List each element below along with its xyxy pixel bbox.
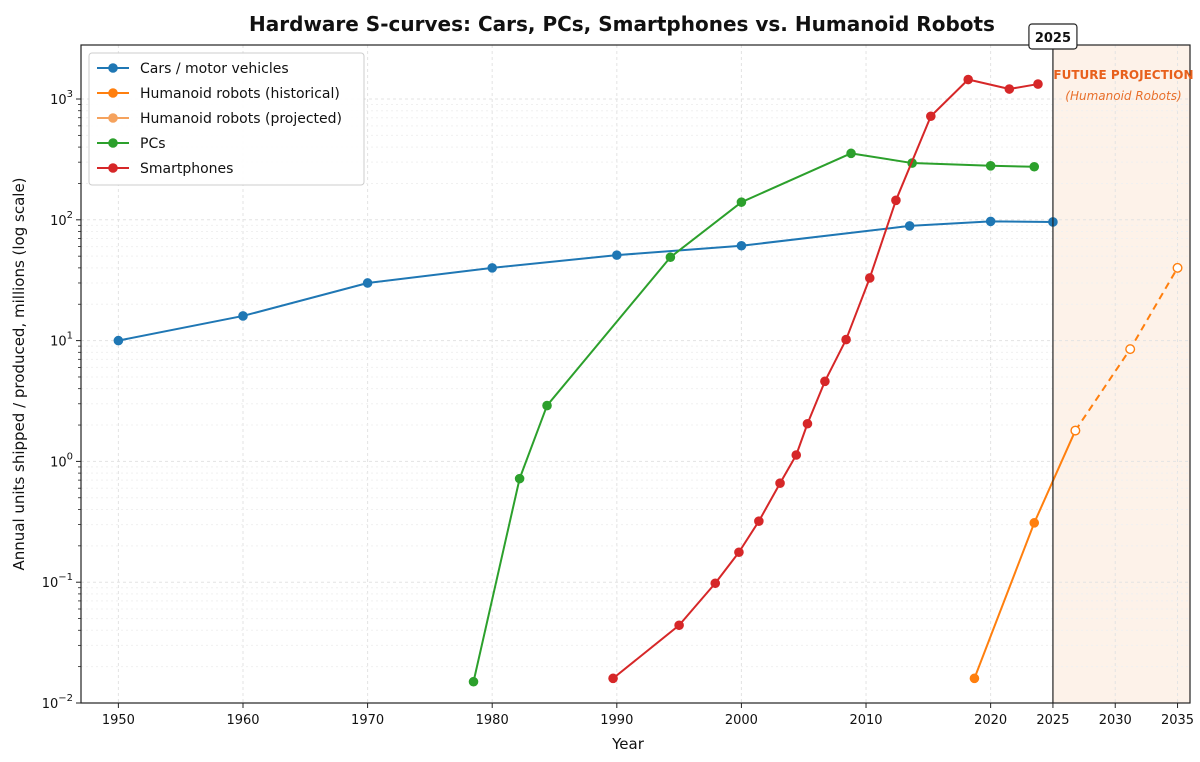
series-0-point-5 [736,240,747,251]
series-2-point-1 [1125,344,1136,355]
series-1-point-0 [969,673,980,684]
future-projection-title: FUTURE PROJECTION [1053,68,1193,82]
series-4 [608,74,1043,684]
series-4-point-2 [710,578,721,589]
series-3-point-0 [468,676,479,687]
legend-swatch-marker-0 [108,63,118,73]
x-tick-label-10: 2035 [1161,713,1194,728]
series-4-point-1 [674,620,684,631]
series-4-point-15 [1033,79,1043,89]
x-tick-label-6: 2010 [849,713,882,728]
series-0-point-4 [612,250,622,260]
series-0-point-6 [904,221,915,231]
y-tick-label-0: 10−2 [42,693,73,712]
series-line-3 [472,152,1035,682]
series-0-point-2 [362,278,373,288]
legend-box [88,52,365,186]
series-3-point-7 [985,160,996,171]
x-tick-label-1: 1960 [226,713,259,728]
series-4-point-5 [775,478,785,489]
y-tick-label-3: 101 [50,331,73,350]
x-axis-label: Year [611,735,645,753]
series-4-point-14 [1004,84,1015,94]
y-axis-ticks: 10−2 10−1 100 101 102 103 [42,89,81,712]
legend-swatch-marker-1 [108,88,118,98]
series-4-point-3 [734,547,744,558]
series-4-point-10 [864,273,875,283]
plot-frame [80,44,1191,704]
series-1-point-1 [1029,518,1040,528]
x-tick-label-2: 1970 [351,713,384,728]
series-3-point-2 [542,400,552,411]
legend-label-4: Smartphones [140,161,233,177]
series-line-0 [118,220,1053,342]
y-tick-label-2: 100 [50,451,73,470]
series-4-point-8 [820,376,830,387]
series-4-point-0 [608,673,618,684]
series-0 [113,216,1058,346]
series-3-point-1 [514,473,525,484]
y-tick-label-1: 10−1 [42,572,73,591]
series-3-point-3 [665,252,676,263]
series-2-point-0 [1070,425,1081,436]
legend-label-1: Humanoid robots (historical) [140,86,340,102]
series-2 [1070,262,1183,436]
x-tick-label-8: 2025 [1036,713,1069,728]
series-3-point-8 [1029,161,1040,172]
series-4-point-6 [791,450,802,460]
y-axis-label: Annual units shipped / produced, million… [10,177,28,570]
x-tick-label-9: 2030 [1099,713,1132,728]
series-4-point-4 [754,516,764,526]
legend-swatch-marker-2 [108,113,118,123]
series-layer [113,74,1183,687]
series-0-point-7 [985,216,996,227]
series-0-point-3 [487,263,498,273]
y-tick-label-4: 102 [50,210,73,229]
legend-label-2: Humanoid robots (projected) [140,111,342,127]
legend-label-0: Cars / motor vehicles [140,61,289,77]
x-tick-label-7: 2020 [974,713,1007,728]
chart-title: Hardware S-curves: Cars, PCs, Smartphone… [249,12,995,36]
series-2-point-2 [1172,262,1183,273]
series-3-point-4 [736,197,747,207]
series-3 [468,148,1040,687]
series-0-point-1 [238,311,248,321]
year-marker-box: 2025 [1028,23,1078,50]
series-line-4 [612,78,1039,680]
future-projection-region [1052,45,1190,703]
series-0-point-0 [113,335,124,346]
x-axis-ticks: 1950 1960 1970 1980 1990 2000 2010 2020 2025 2030… [102,703,1194,728]
x-tick-label-4: 1990 [600,713,633,728]
year-marker-rect [1028,23,1078,50]
series-4-point-13 [963,74,974,85]
series-4-point-9 [841,334,851,345]
x-tick-label-3: 1980 [476,713,509,728]
legend: Cars / motor vehicles Humanoid robots (hi… [88,52,365,186]
series-4-point-12 [926,111,936,122]
x-tick-label-5: 2000 [725,713,758,728]
legend-label-3: PCs [140,136,166,152]
series-3-point-5 [846,148,856,159]
legend-swatch-marker-4 [108,163,118,173]
x-tick-label-0: 1950 [102,713,135,728]
future-projection-subtitle: (Humanoid Robots) [1065,89,1181,103]
year-marker-label: 2025 [1035,31,1071,46]
y-tick-label-5: 103 [50,89,73,108]
series-4-point-11 [891,195,901,206]
legend-swatch-marker-3 [108,138,118,148]
series-4-point-7 [802,418,813,429]
